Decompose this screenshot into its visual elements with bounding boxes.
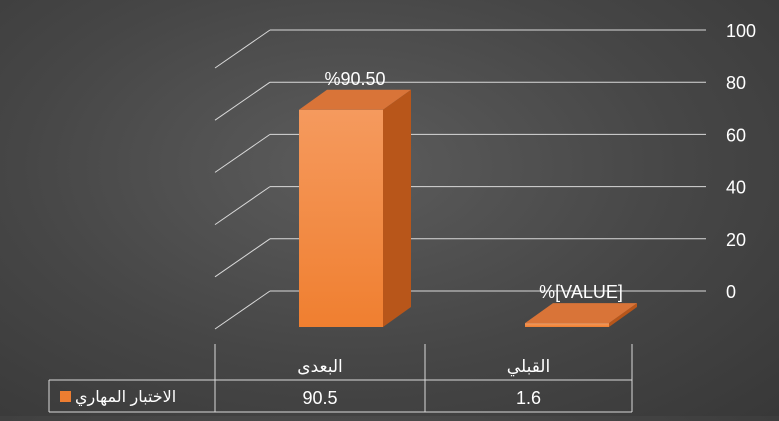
x-category-label: القبلي bbox=[507, 357, 550, 377]
bar-top bbox=[299, 89, 411, 110]
gridline-depth bbox=[214, 186, 271, 226]
bar bbox=[299, 89, 411, 327]
bar-front bbox=[525, 323, 609, 327]
data-label: %90.50 bbox=[324, 69, 385, 89]
bar-side bbox=[609, 303, 637, 327]
bars bbox=[299, 89, 637, 327]
legend-swatch bbox=[60, 391, 71, 402]
bar bbox=[525, 303, 637, 327]
gridline-depth bbox=[214, 29, 271, 69]
bar-front bbox=[299, 109, 383, 327]
gridlines bbox=[214, 29, 706, 330]
y-tick-label: 100 bbox=[726, 21, 756, 41]
table-cell-value: 1.6 bbox=[516, 388, 541, 408]
gridline-depth bbox=[214, 81, 271, 121]
legend-series-name: الاختبار المهاري bbox=[75, 389, 176, 407]
gridline-depth bbox=[214, 238, 271, 278]
y-tick-label: 0 bbox=[726, 282, 736, 302]
bar-top bbox=[525, 303, 637, 324]
table-cell-value: 90.5 bbox=[302, 388, 337, 408]
data-labels: %90.50 %[VALUE] bbox=[324, 69, 622, 302]
y-tick-label: 80 bbox=[726, 73, 746, 93]
y-axis-tick-labels: 0 20 40 60 80 100 bbox=[726, 21, 756, 302]
y-tick-label: 60 bbox=[726, 125, 746, 145]
y-tick-label: 20 bbox=[726, 230, 746, 250]
data-table: البعدى 90.5 القبلي 1.6 الاختبار المهاري bbox=[48, 344, 633, 413]
y-tick-label: 40 bbox=[726, 178, 746, 198]
gridline-depth bbox=[214, 290, 271, 330]
data-label: %[VALUE] bbox=[539, 282, 623, 302]
gridline-depth bbox=[214, 133, 271, 173]
x-category-label: البعدى bbox=[297, 357, 342, 376]
bar-side bbox=[383, 89, 411, 327]
